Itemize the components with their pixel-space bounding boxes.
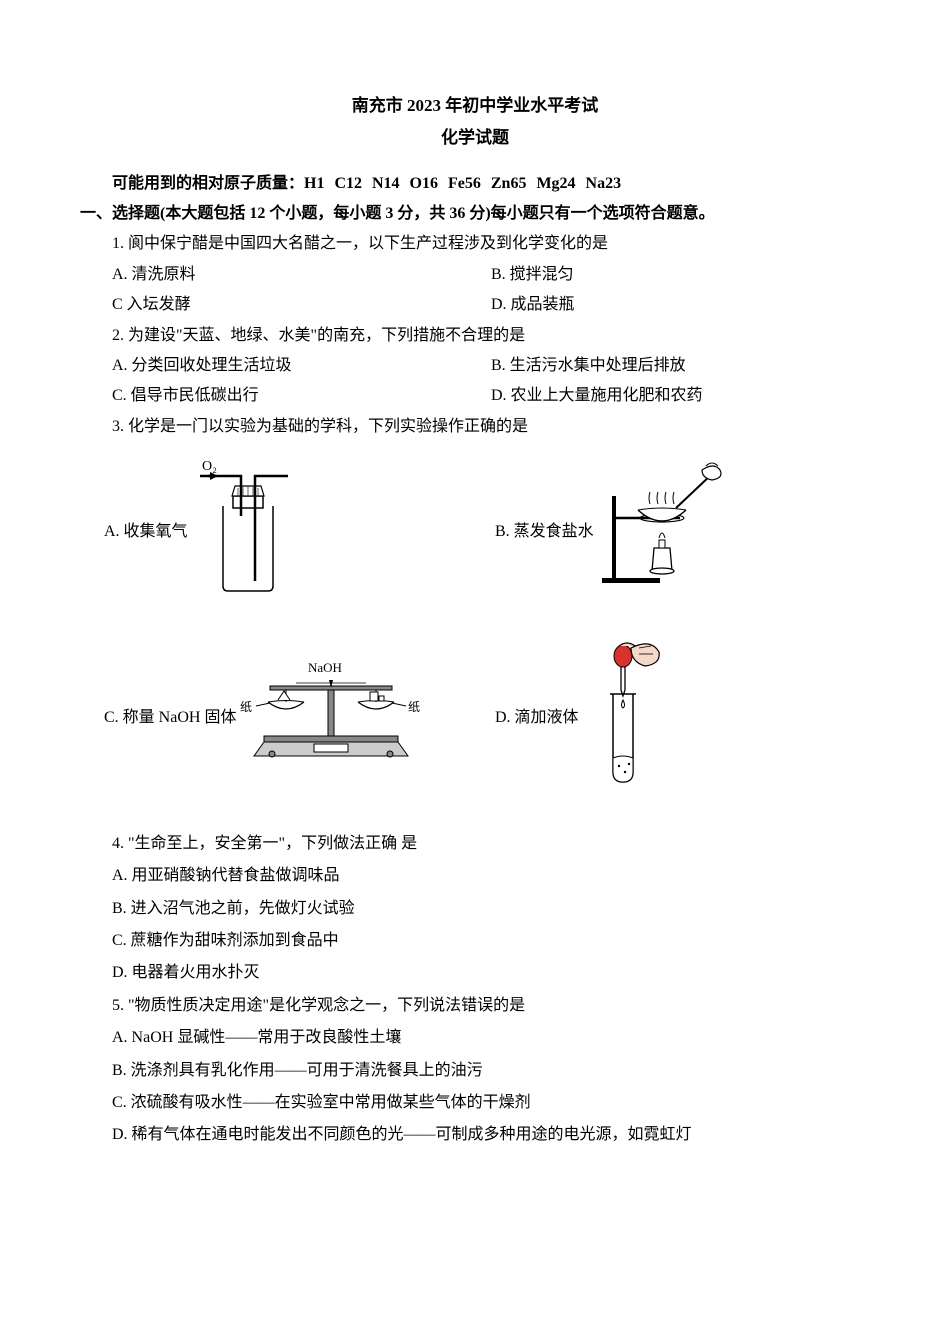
figure-weigh-naoh: NaOH 纸 [236, 658, 426, 779]
exam-title-2: 化学试题 [80, 122, 870, 154]
q2-option-d: D. 农业上大量施用化肥和农药 [491, 381, 870, 411]
figure-collect-oxygen: O₂ [188, 456, 308, 607]
q4-option-a: A. 用亚硝酸钠代替食盐做调味品 [80, 861, 870, 891]
q3-option-a: A. 收集氧气 [88, 517, 188, 547]
q1-option-b: B. 搅拌混匀 [491, 260, 870, 290]
q3-stem: 3. 化学是一门以实验为基础的学科，下列实验操作正确的是 [80, 412, 870, 442]
q3-option-d: D. 滴加液体 [479, 703, 579, 733]
q3-row-cd: C. 称量 NaOH 固体 NaOH 纸 [80, 638, 870, 799]
q5-option-a: A. NaOH 显碱性——常用于改良酸性土壤 [80, 1023, 870, 1053]
atomic-mass-line: 可能用到的相对原子质量：H1 C12 N14 O16 Fe56 Zn65 Mg2… [80, 169, 870, 199]
q3-row-ab: A. 收集氧气 O₂ [80, 456, 870, 607]
q1-row-ab: A. 清洗原料 B. 搅拌混匀 [80, 260, 870, 290]
o2-label: O₂ [202, 459, 217, 474]
section-1-header: 一、选择题(本大题包括 12 个小题，每小题 3 分，共 36 分)每小题只有一… [80, 199, 870, 229]
figure-drop-liquid [579, 638, 669, 799]
q2-row-ab: A. 分类回收处理生活垃圾 B. 生活污水集中处理后排放 [80, 351, 870, 381]
q2-option-a: A. 分类回收处理生活垃圾 [112, 351, 491, 381]
q2-option-b: B. 生活污水集中处理后排放 [491, 351, 870, 381]
svg-text:纸: 纸 [240, 700, 252, 714]
q5-stem: 5. "物质性质决定用途"是化学观念之一，下列说法错误的是 [80, 991, 870, 1021]
q4-option-d: D. 电器着火用水扑灭 [80, 958, 870, 988]
svg-text:NaOH: NaOH [308, 660, 342, 675]
q1-option-c: C 入坛发酵 [112, 290, 491, 320]
q1-stem: 1. 阆中保宁醋是中国四大名醋之一，以下生产过程涉及到化学变化的是 [80, 229, 870, 259]
q1-option-d: D. 成品装瓶 [491, 290, 870, 320]
q3-option-c: C. 称量 NaOH 固体 [88, 703, 236, 733]
svg-text:纸: 纸 [408, 700, 420, 714]
q4-option-c: C. 蔗糖作为甜味剂添加到食品中 [80, 926, 870, 956]
q1-row-cd: C 入坛发酵 D. 成品装瓶 [80, 290, 870, 320]
q4-stem: 4. "生命至上，安全第一"，下列做法正确 是 [80, 829, 870, 859]
q5-option-d: D. 稀有气体在通电时能发出不同颜色的光——可制成多种用途的电光源，如霓虹灯 [80, 1120, 870, 1150]
q5-option-c: C. 浓硫酸有吸水性——在实验室中常用做某些气体的干燥剂 [80, 1088, 870, 1118]
q2-stem: 2. 为建设"天蓝、地绿、水美"的南充，下列措施不合理的是 [80, 321, 870, 351]
q2-option-c: C. 倡导市民低碳出行 [112, 381, 491, 411]
q1-option-a: A. 清洗原料 [112, 260, 491, 290]
q4-option-b: B. 进入沼气池之前，先做灯火试验 [80, 894, 870, 924]
q5-option-b: B. 洗涤剂具有乳化作用——可用于清洗餐具上的油污 [80, 1056, 870, 1086]
q2-row-cd: C. 倡导市民低碳出行 D. 农业上大量施用化肥和农药 [80, 381, 870, 411]
q3-option-b: B. 蒸发食盐水 [479, 517, 594, 547]
figure-evaporate [594, 456, 734, 607]
exam-title-1: 南充市 2023 年初中学业水平考试 [80, 90, 870, 122]
